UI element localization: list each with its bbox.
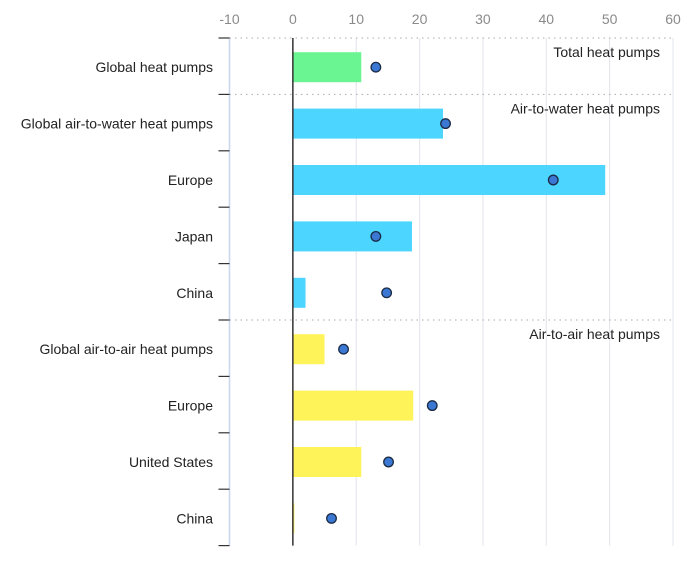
scatter-point xyxy=(547,174,559,186)
group-label: Air-to-water heat pumps xyxy=(511,100,660,116)
bar xyxy=(292,447,362,477)
category-label: Global heat pumps xyxy=(95,59,213,75)
bar xyxy=(292,52,362,83)
bar xyxy=(292,390,414,421)
x-tick-label: 10 xyxy=(348,11,364,27)
category-label: United States xyxy=(129,454,213,470)
bar xyxy=(292,221,412,252)
scatter-point xyxy=(370,230,382,242)
x-tick-label: 0 xyxy=(289,11,297,27)
scatter-point xyxy=(426,400,438,412)
category-label: Japan xyxy=(175,228,213,244)
category-label: Europe xyxy=(168,398,213,414)
scatter-point xyxy=(326,512,337,524)
x-tick-label: 40 xyxy=(538,11,554,27)
x-tick-label: 60 xyxy=(665,11,681,27)
scatter-point xyxy=(381,287,393,299)
category-label: China xyxy=(176,285,213,301)
category-label: China xyxy=(176,510,213,526)
group-label: Total heat pumps xyxy=(553,44,660,60)
bar xyxy=(292,108,444,139)
x-tick-label: 50 xyxy=(602,11,618,27)
group-label: Air-to-air heat pumps xyxy=(529,326,660,342)
scatter-point xyxy=(383,456,394,468)
category-label: Global air-to-air heat pumps xyxy=(39,341,213,357)
bar xyxy=(292,277,306,308)
category-label: Europe xyxy=(168,172,213,188)
scatter-point xyxy=(370,61,382,73)
scatter-point xyxy=(338,343,349,355)
x-tick-label: 20 xyxy=(412,11,428,27)
category-label: Global air-to-water heat pumps xyxy=(21,116,213,132)
scatter-point xyxy=(440,118,451,130)
x-tick-label: 30 xyxy=(475,11,491,27)
x-tick-label: -10 xyxy=(219,11,239,27)
bar xyxy=(292,334,325,365)
